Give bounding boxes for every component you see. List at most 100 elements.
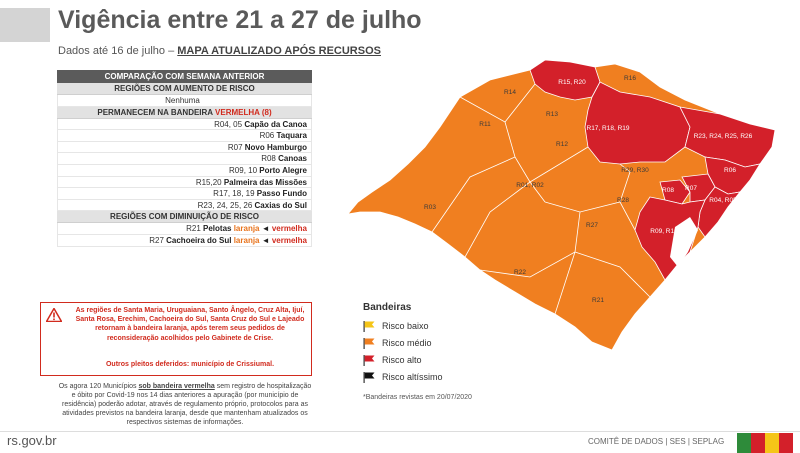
- region-name: Caxias do Sul: [254, 200, 307, 210]
- region-label: R11: [479, 121, 491, 128]
- region-name: Palmeira das Missões: [223, 177, 307, 187]
- legend-item: Risco alto: [363, 353, 443, 367]
- legend-item: Risco altíssimo: [363, 370, 443, 384]
- arrow-icon: ◄: [261, 224, 272, 234]
- municipality-note: Os agora 120 Municípios sob bandeira ver…: [56, 382, 314, 427]
- remain-row: R17, 18, 19 Passo Fundo: [57, 188, 312, 200]
- region-label: R22: [514, 269, 526, 276]
- region-name: Passo Fundo: [256, 189, 307, 199]
- increase-section-title: REGIÕES COM AUMENTO DE RISCO: [57, 83, 312, 95]
- remain-row: R23, 24, 25, 26 Caxias do Sul: [57, 199, 312, 212]
- region-border: [431, 156, 516, 233]
- page-subtitle: Dados até 16 de julho – MAPA ATUALIZADO …: [58, 45, 381, 57]
- flag-to: vermelha: [271, 235, 307, 245]
- legend-label: Risco baixo: [382, 321, 429, 331]
- note-bold: sob bandeira vermelha: [138, 383, 215, 390]
- flag-icon: [363, 321, 375, 332]
- decrease-row: R21 Pelotas laranja ◄ vermelha: [57, 223, 312, 235]
- remain-row: R08 Canoas: [57, 153, 312, 165]
- region-code: R27: [149, 235, 167, 245]
- region-border: [619, 163, 631, 203]
- decrease-list: R21 Pelotas laranja ◄ vermelha R27 Cachoe…: [57, 223, 312, 247]
- footer-divider: [0, 431, 800, 432]
- legend-footnote: *Bandeiras revistas em 20/07/2020: [363, 394, 472, 401]
- header-accent-block: [0, 8, 50, 42]
- region-label: R03: [424, 204, 436, 211]
- comparison-table: COMPARAÇÃO COM SEMANA ANTERIOR REGIÕES C…: [57, 70, 312, 247]
- map-legend: Bandeiras Risco baixo Risco médio Risco al…: [363, 302, 472, 401]
- flag-icon: [363, 355, 375, 366]
- region-border: [544, 201, 636, 231]
- region-label: R16: [624, 75, 636, 82]
- remain-title-text: PERMANECEM NA BANDEIRA: [97, 107, 216, 117]
- region-label: R29, R30: [621, 167, 649, 174]
- region-border: [464, 181, 531, 258]
- region-border: [479, 251, 576, 278]
- footer-credits: COMITÊ DE DADOS | SES | SEPLAG: [588, 437, 725, 446]
- remain-row: R04, 05 Capão da Canoa: [57, 118, 312, 131]
- warning-icon: [46, 308, 62, 322]
- region-code: R15,20: [195, 177, 224, 187]
- region-border: [574, 251, 651, 298]
- region-label: R23, R24, R25, R26: [694, 133, 753, 140]
- arrow-icon: ◄: [261, 235, 272, 245]
- note-suffix: sem registro de hospitalização e óbito p…: [62, 383, 312, 426]
- rs-risk-map: R15, R20 R16 R14 R13 R11 R17, R18, R19 R23, R2…: [347, 59, 775, 351]
- region-label: R21: [592, 297, 604, 304]
- flag-icon: [363, 372, 375, 383]
- map-updated-link[interactable]: MAPA ATUALIZADO APÓS RECURSOS: [177, 45, 381, 57]
- region-name: Taquara: [276, 131, 307, 141]
- region-label: R13: [546, 111, 558, 118]
- brand-stripe: [751, 433, 765, 453]
- flag-icon: [363, 338, 375, 349]
- remain-section-title: PERMANECEM NA BANDEIRA VERMELHA (8): [57, 106, 312, 119]
- region-label: R12: [556, 141, 568, 148]
- subtitle-date: Dados até 16 de julho –: [58, 45, 175, 57]
- brand-stripes: [737, 433, 793, 453]
- remain-row: R15,20 Palmeira das Missões: [57, 176, 312, 189]
- remain-row: R07 Novo Hamburgo: [57, 141, 312, 154]
- region-label: R14: [504, 89, 516, 96]
- region-code: R04, 05: [214, 119, 245, 129]
- remain-list: R04, 05 Capão da Canoa R06 Taquara R07 Nov…: [57, 118, 312, 212]
- region-r09-r10: [634, 196, 706, 281]
- remain-row: R06 Taquara: [57, 130, 312, 142]
- region-code: R09, 10: [229, 165, 260, 175]
- region-label: R15, R20: [558, 79, 586, 86]
- region-label: R27: [586, 222, 598, 229]
- note-prefix: Os agora 120 Municípios: [58, 383, 139, 390]
- remain-row: R09, 10 Porto Alegre: [57, 164, 312, 177]
- region-name: Cachoeira do Sul: [166, 235, 234, 245]
- region-label: R28: [617, 197, 629, 204]
- region-label: R08: [662, 187, 674, 194]
- region-r08: [659, 179, 691, 205]
- site-url[interactable]: rs.gov.br: [7, 433, 57, 448]
- brand-stripe: [765, 433, 779, 453]
- comparison-header: COMPARAÇÃO COM SEMANA ANTERIOR: [57, 70, 312, 83]
- region-name: Canoas: [278, 154, 307, 164]
- region-label: R09, R10: [650, 228, 678, 235]
- legend-label: Risco altíssimo: [382, 372, 443, 382]
- legend-item: Risco médio: [363, 336, 443, 350]
- brand-stripe: [779, 433, 793, 453]
- region-name: Pelotas: [203, 224, 234, 234]
- flag-from: laranja: [233, 224, 262, 234]
- increase-item: Nenhuma: [57, 95, 312, 107]
- region-name: Capão da Canoa: [244, 119, 307, 129]
- legend-item: Risco baixo: [363, 319, 443, 333]
- region-code: R07: [227, 142, 245, 152]
- flag-to: vermelha: [271, 224, 307, 234]
- region-name: Porto Alegre: [259, 165, 307, 175]
- region-border: [529, 146, 589, 183]
- region-label: R07: [685, 185, 697, 192]
- page-title: Vigência entre 21 a 27 de julho: [58, 6, 422, 34]
- warning-text: As regiões de Santa Maria, Uruguaiana, S…: [75, 307, 305, 342]
- region-name: Novo Hamburgo: [244, 142, 307, 152]
- region-code: R17, 18, 19: [213, 189, 257, 199]
- lagoon: [670, 217, 698, 267]
- brand-stripe: [737, 433, 751, 453]
- warning-box: As regiões de Santa Maria, Uruguaiana, S…: [40, 302, 312, 376]
- legend-label: Risco médio: [382, 338, 432, 348]
- region-code: R08: [261, 154, 279, 164]
- region-border: [504, 121, 546, 203]
